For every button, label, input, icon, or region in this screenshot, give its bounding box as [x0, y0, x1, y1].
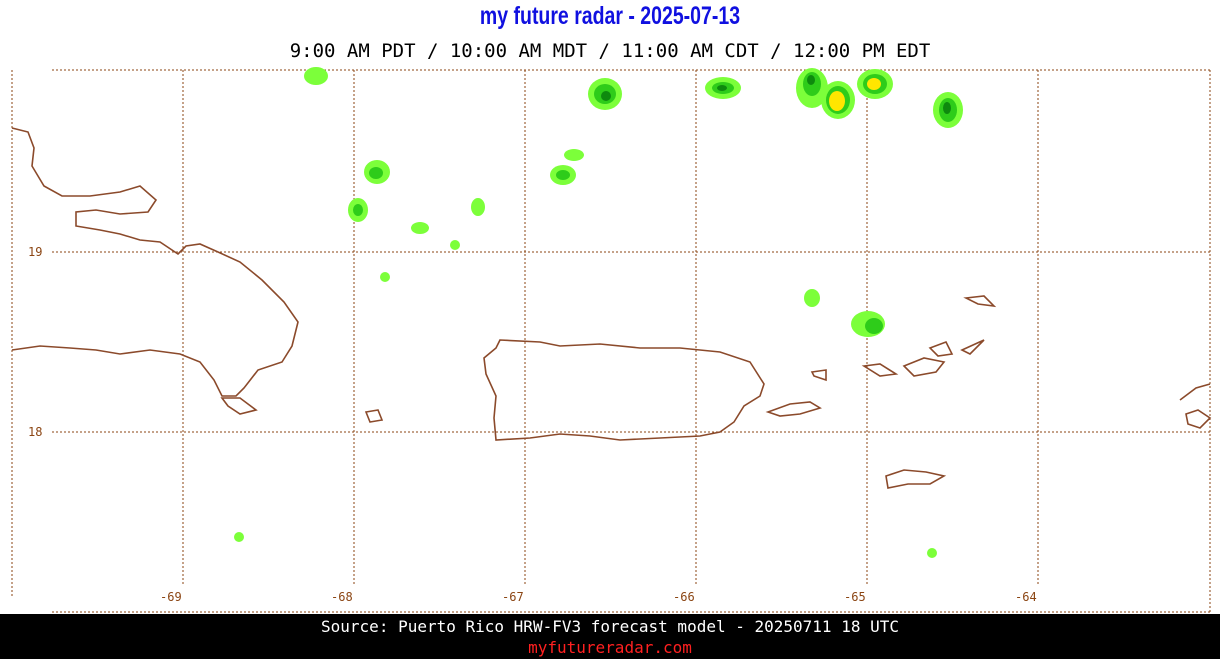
map: 19 18 -69 -68 -67 -66 -65 -64 [11, 67, 1212, 613]
source: Source: Puerto Rico HRW-FV3 forecast mod… [321, 617, 899, 636]
radar-echoes [234, 67, 963, 558]
lon-label: -67 [502, 590, 524, 604]
graticule [11, 69, 1212, 613]
lon-label: -65 [844, 590, 866, 604]
site-link[interactable]: myfutureradar.com [528, 638, 692, 657]
subtitle: 9:00 AM PDT / 10:00 AM MDT / 11:00 AM CD… [289, 40, 931, 62]
lat-label: 18 [28, 425, 42, 439]
coastlines [11, 127, 1212, 489]
footer: Source: Puerto Rico HRW-FV3 forecast mod… [0, 614, 1220, 659]
lon-label: -68 [331, 590, 353, 604]
lon-label: -64 [1015, 590, 1037, 604]
lat-label: 19 [28, 245, 42, 259]
title: my future radar - 2025-07-13 [479, 2, 741, 30]
lon-label: -66 [673, 590, 695, 604]
lon-label: -69 [160, 590, 182, 604]
